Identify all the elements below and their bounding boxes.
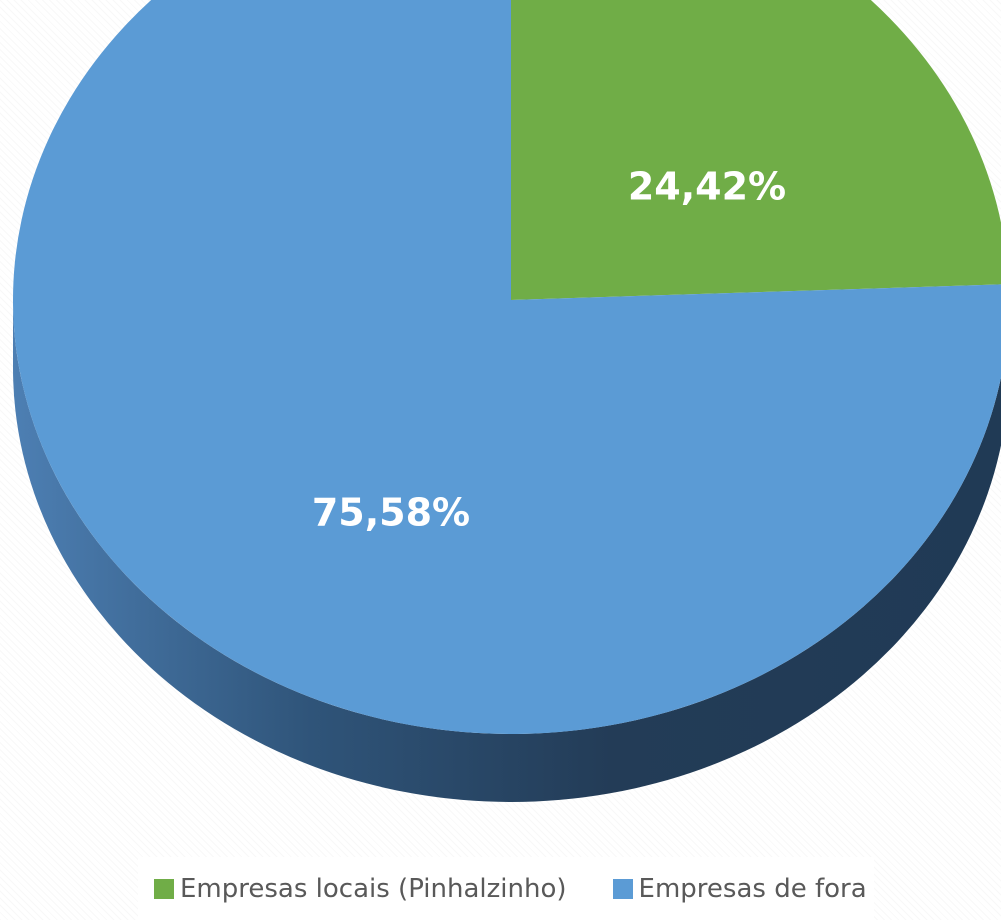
pie-slice-empresas-locais	[511, 0, 1001, 300]
legend: Empresas locais (Pinhalzinho) Empresas d…	[138, 857, 874, 920]
pie-side-empresas-de-fora	[13, 300, 1001, 802]
legend-swatch-empresas-locais	[154, 878, 174, 899]
legend-item-empresas-de-fora: Empresas de fora	[612, 873, 867, 904]
data-label-empresas-locais: 24,42%	[628, 165, 786, 209]
legend-swatch-empresas-de-fora	[612, 878, 633, 899]
legend-label-empresas-locais: Empresas locais (Pinhalzinho)	[180, 873, 567, 904]
pie-data-labels: 24,42% 75,58%	[312, 165, 786, 535]
pie-top	[13, 0, 1001, 734]
pie-slice-empresas-de-fora	[13, 0, 1001, 734]
legend-label-empresas-de-fora: Empresas de fora	[638, 873, 867, 904]
data-label-empresas-de-fora: 75,58%	[312, 491, 470, 535]
legend-item-empresas-locais: Empresas locais (Pinhalzinho)	[154, 874, 567, 904]
pie-side-wall	[13, 300, 1001, 802]
